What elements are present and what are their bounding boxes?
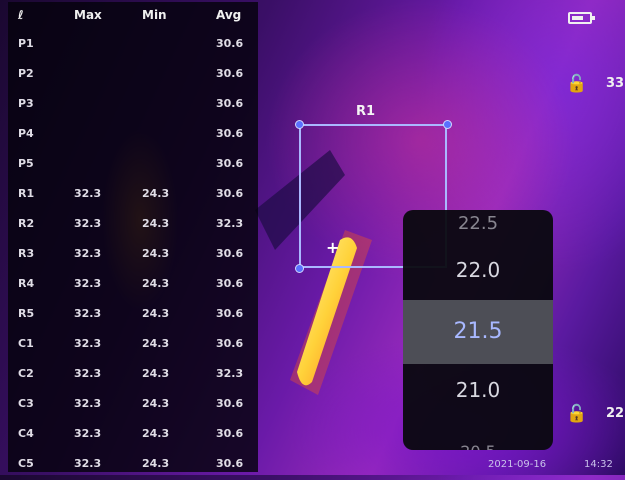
row-max: 32.3 (74, 397, 102, 410)
table-row: P3 30.6 (8, 90, 258, 120)
row-label: C2 (18, 367, 34, 380)
header-avg: Avg (216, 8, 242, 22)
row-min: 24.3 (142, 367, 170, 380)
table-row: C1 32.3 24.3 30.6 (8, 330, 258, 360)
picker-option[interactable]: 22.0 (455, 258, 501, 282)
row-avg: 30.6 (216, 37, 244, 50)
row-label: P2 (18, 67, 34, 80)
table-row: R2 32.3 24.3 32.3 (8, 210, 258, 240)
row-avg: 30.6 (216, 277, 244, 290)
table-row: P1 30.6 (8, 30, 258, 60)
row-avg: 30.6 (216, 187, 244, 200)
row-max: 32.3 (74, 367, 102, 380)
row-max: 32.3 (74, 247, 102, 260)
roi-handle-top-left[interactable] (295, 120, 304, 129)
row-min: 24.3 (142, 397, 170, 410)
row-max: 32.3 (74, 337, 102, 350)
roi-handle-bottom-left[interactable] (295, 264, 304, 273)
lock-top-icon[interactable]: 🔓 (566, 74, 588, 94)
row-max: 32.3 (74, 187, 102, 200)
row-avg: 30.6 (216, 157, 244, 170)
row-avg: 30.6 (216, 247, 244, 260)
table-row: P2 30.6 (8, 60, 258, 90)
roi-r1-box[interactable] (299, 124, 447, 268)
top-lock-value: 33 (606, 76, 625, 91)
row-avg: 30.6 (216, 397, 244, 410)
row-label: R3 (18, 247, 35, 260)
roi-label: R1 (356, 104, 376, 119)
table-row: R4 32.3 24.3 30.6 (8, 270, 258, 300)
hotspot (297, 237, 357, 386)
row-label: C5 (18, 457, 34, 470)
header-icon: ℓ (18, 8, 24, 22)
row-avg: 32.3 (216, 217, 244, 230)
table-row: R1 32.3 24.3 30.6 (8, 180, 258, 210)
battery-icon (568, 12, 595, 24)
row-min: 24.3 (142, 457, 170, 470)
header-max: Max (74, 8, 102, 22)
row-label: P1 (18, 37, 34, 50)
lock-bottom-icon[interactable]: 🔓 (566, 404, 588, 424)
table-row: C4 32.3 24.3 30.6 (8, 420, 258, 450)
row-max: 32.3 (74, 427, 102, 440)
table-row: P5 30.6 (8, 150, 258, 180)
table-row: C2 32.3 24.3 32.3 (8, 360, 258, 390)
row-label: R1 (18, 187, 35, 200)
row-avg: 30.6 (216, 97, 244, 110)
row-min: 24.3 (142, 277, 170, 290)
row-min: 24.3 (142, 307, 170, 320)
crosshair-icon: + (326, 238, 340, 257)
bottom-lock-value: 22 (606, 406, 625, 421)
time-label: 14:32 (584, 459, 613, 470)
row-label: P4 (18, 127, 34, 140)
row-label: P3 (18, 97, 34, 110)
date-label: 2021-09-16 (488, 459, 547, 470)
row-label: R2 (18, 217, 35, 230)
row-max: 32.3 (74, 277, 102, 290)
row-avg: 30.6 (216, 67, 244, 80)
row-label: R5 (18, 307, 35, 320)
row-max: 32.3 (74, 217, 102, 230)
roi-handle-top-right[interactable] (443, 120, 452, 129)
row-label: C1 (18, 337, 34, 350)
row-label: R4 (18, 277, 35, 290)
row-avg: 30.6 (216, 127, 244, 140)
row-avg: 30.6 (216, 337, 244, 350)
table-row: C3 32.3 24.3 30.6 (8, 390, 258, 420)
table-header: ℓ Max Min Avg (8, 2, 258, 30)
value-picker[interactable]: 22.5 22.0 21.5 21.0 20.5 (403, 210, 553, 450)
row-min: 24.3 (142, 187, 170, 200)
row-max: 32.3 (74, 307, 102, 320)
table-row: R3 32.3 24.3 30.6 (8, 240, 258, 270)
picker-option[interactable]: 21.5 (403, 300, 553, 364)
row-label: P5 (18, 157, 34, 170)
row-min: 24.3 (142, 217, 170, 230)
table-row: R5 32.3 24.3 30.6 (8, 300, 258, 330)
row-max: 32.3 (74, 457, 102, 470)
row-avg: 30.6 (216, 457, 244, 470)
picker-option[interactable]: 22.5 (457, 213, 499, 234)
table-row: P4 30.6 (8, 120, 258, 150)
header-min: Min (142, 8, 167, 22)
row-min: 24.3 (142, 247, 170, 260)
picker-option[interactable]: 20.5 (403, 432, 553, 450)
row-label: C4 (18, 427, 34, 440)
row-avg: 30.6 (216, 427, 244, 440)
row-avg: 30.6 (216, 307, 244, 320)
row-min: 24.3 (142, 337, 170, 350)
table-row: C5 32.3 24.3 30.6 (8, 450, 258, 480)
row-label: C3 (18, 397, 34, 410)
row-min: 24.3 (142, 427, 170, 440)
measurement-table: ℓ Max Min Avg P1 30.6 P2 30.6 P3 30.6 P4 30.6 P5… (8, 2, 258, 472)
row-avg: 32.3 (216, 367, 244, 380)
picker-option[interactable]: 21.0 (455, 378, 501, 402)
